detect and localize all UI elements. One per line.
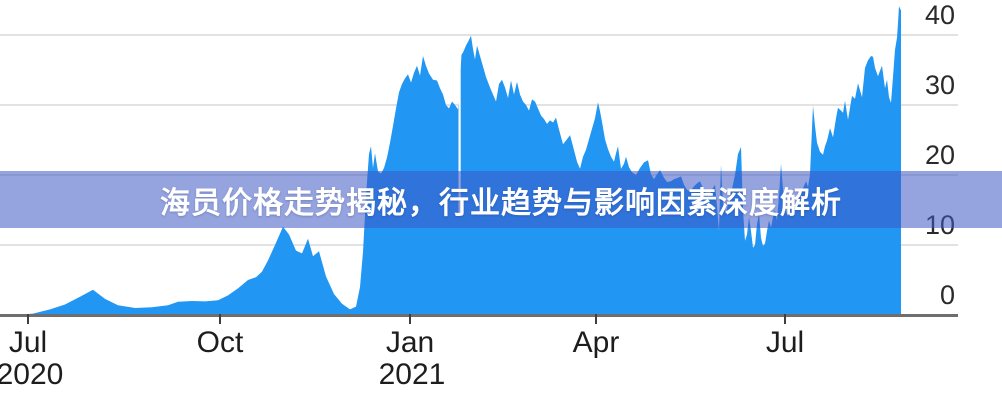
x-axis-label-Apr: Apr (572, 326, 620, 359)
gridline-40 (0, 34, 958, 36)
x-tick-Oct (219, 314, 221, 324)
headline-title: 海员价格走势揭秘，行业趋势与影响因素深度解析 (160, 186, 842, 220)
x-axis-year-2020: 2020 (0, 358, 64, 391)
x-axis-label-Jan: Jan (385, 326, 435, 359)
headline-banner-overlay: 海员价格走势揭秘，行业趋势与影响因素深度解析 (0, 171, 1002, 228)
x-axis-label-Jul: Jul (765, 326, 805, 359)
y-axis-label-0: 0 (939, 280, 955, 310)
x-tick-Apr (595, 314, 597, 324)
x-axis-year-2021: 2021 (378, 358, 446, 391)
x-tick-Jul (784, 314, 786, 324)
x-tick-Jan2021 (409, 314, 411, 324)
y-axis-label-20: 20 (924, 140, 955, 170)
y-axis-label-30: 30 (924, 70, 955, 100)
area-series-shape (0, 6, 901, 316)
data-gap-marker (458, 46, 461, 214)
x-axis-label-Jul: Jul (8, 326, 48, 359)
y-axis-label-40: 40 (924, 0, 955, 30)
x-axis-baseline (0, 313, 958, 317)
x-tick-Jul2020 (27, 314, 29, 324)
x-axis-label-Oct: Oct (196, 326, 244, 359)
